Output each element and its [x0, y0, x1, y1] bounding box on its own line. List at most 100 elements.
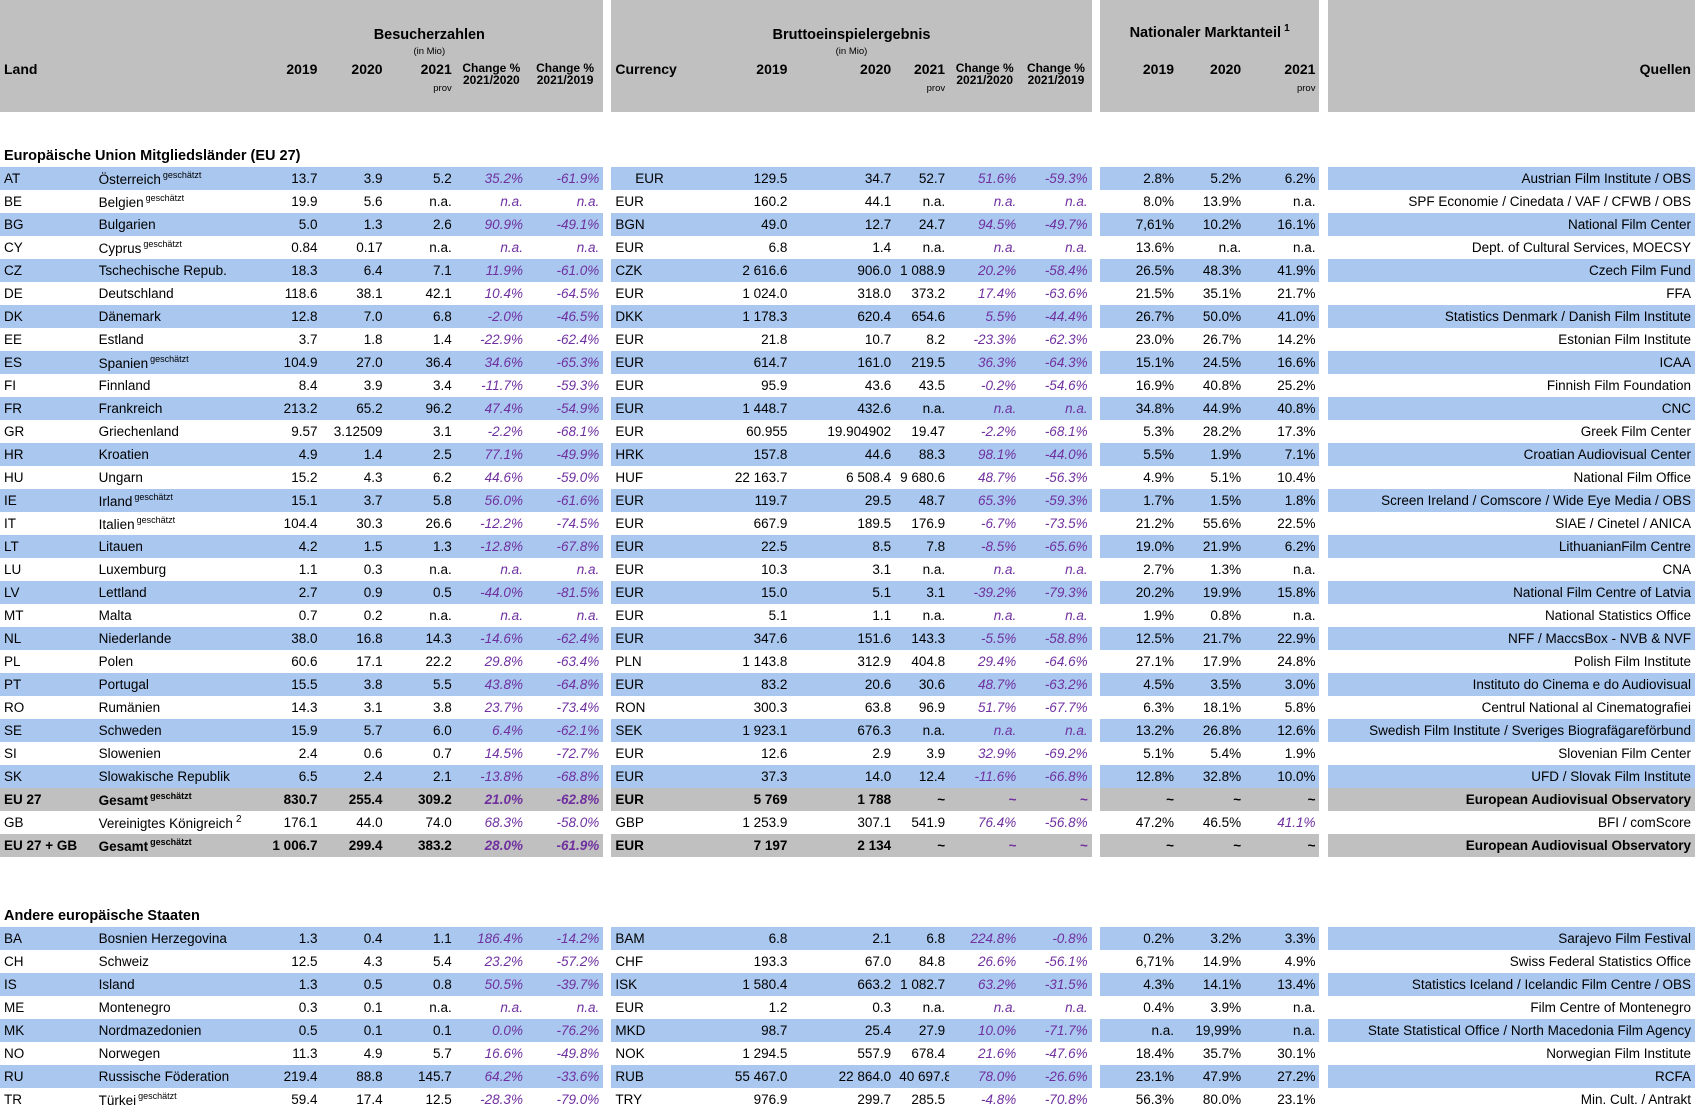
- admissions-change-2021-2019: -59.3%: [526, 374, 604, 397]
- admissions-2019: 3.7: [255, 328, 322, 351]
- admissions-change-2021-2019: -46.5%: [526, 305, 604, 328]
- gross-change-2021-2020: 94.5%: [949, 213, 1021, 236]
- admissions-change-2021-2020: n.a.: [455, 190, 527, 213]
- gross-2019: 7 197: [687, 834, 792, 857]
- admissions-change-2021-2020: n.a.: [455, 996, 527, 1019]
- country-name-cell: Bulgarien: [94, 213, 256, 236]
- admissions-2019: 118.6: [255, 282, 322, 305]
- gross-change-2021-2020: n.a.: [949, 558, 1021, 581]
- header-markt-2019: 2019: [1099, 56, 1179, 112]
- admissions-change-2021-2019: n.a.: [526, 558, 604, 581]
- eu-total-rows: EU 27 Gesamt geschätzt 830.7 255.4 309.2 21.0%…: [0, 788, 1695, 857]
- market-share-2021: 24.8%: [1245, 650, 1320, 673]
- country-code: SK: [0, 765, 95, 788]
- gross-change-2021-2020: -23.3%: [949, 328, 1021, 351]
- country-name-cell: Bosnien Herzegovina: [94, 927, 256, 950]
- country-name-cell: Griechenland: [94, 420, 256, 443]
- admissions-change-2021-2019: -58.0%: [526, 811, 604, 834]
- table-row: RO Rumänien 14.3 3.1 3.8 23.7% -73.4% RON 300.3 6…: [0, 696, 1695, 719]
- gross-2020: 299.7: [791, 1088, 896, 1111]
- country-code: SE: [0, 719, 95, 742]
- country-name: Griechenland: [98, 423, 179, 439]
- table-row: IS Island 1.3 0.5 0.8 50.5% -39.7% ISK 1 580.4 66…: [0, 973, 1695, 996]
- section-other-row: Andere europäische Staaten: [0, 893, 1695, 927]
- source: Norwegian Film Institute: [1327, 1042, 1695, 1065]
- admissions-change-2021-2019: -65.3%: [526, 351, 604, 374]
- market-share-2021: 21.7%: [1245, 282, 1320, 305]
- admissions-change-2021-2020: -22.9%: [455, 328, 527, 351]
- admissions-change-2021-2020: 16.6%: [455, 1042, 527, 1065]
- market-share-2021: 7.1%: [1245, 443, 1320, 466]
- source: Min. Cult. / Antrakt: [1327, 1088, 1695, 1111]
- admissions-change-2021-2019: -14.2%: [526, 927, 604, 950]
- total-row: EU 27 Gesamt geschätzt 830.7 255.4 309.2 21.0%…: [0, 788, 1695, 811]
- admissions-change-2021-2020: 11.9%: [455, 259, 527, 282]
- estimated-note: geschätzt: [150, 353, 189, 364]
- admissions-change-2021-2020: -14.6%: [455, 627, 527, 650]
- table-row: NL Niederlande 38.0 16.8 14.3 -14.6% -62.4% EUR…: [0, 627, 1695, 650]
- admissions-2021: 145.7: [386, 1065, 456, 1088]
- market-share-2019: n.a.: [1099, 1019, 1179, 1042]
- gross-change-2021-2020: 10.0%: [949, 1019, 1021, 1042]
- admissions-change-2021-2019: n.a.: [526, 604, 604, 627]
- country-name-cell: Finnland: [94, 374, 256, 397]
- admissions-2019: 18.3: [255, 259, 322, 282]
- currency: EUR: [611, 673, 688, 696]
- gross-change-2021-2019: -59.3%: [1020, 489, 1092, 512]
- gross-change-2021-2019: -65.6%: [1020, 535, 1092, 558]
- currency: EUR: [611, 489, 688, 512]
- admissions-2021: 26.6: [386, 512, 456, 535]
- gross-change-2021-2019: -64.6%: [1020, 650, 1092, 673]
- gross-2021: 143.3: [895, 627, 950, 650]
- country-name: Nordmazedonien: [98, 1022, 202, 1038]
- gross-2019: 300.3: [687, 696, 792, 719]
- market-share-2019: 4.3%: [1099, 973, 1179, 996]
- currency: CZK: [611, 259, 688, 282]
- header-markt-2021: 2021 prov: [1245, 56, 1320, 112]
- source: UFD / Slovak Film Institute: [1327, 765, 1695, 788]
- currency: ISK: [611, 973, 688, 996]
- admissions-2019: 19.9: [255, 190, 322, 213]
- gross-change-2021-2019: -56.3%: [1020, 466, 1092, 489]
- source: Finnish Film Foundation: [1327, 374, 1695, 397]
- gross-2021: 654.6: [895, 305, 950, 328]
- gross-2019: 1 143.8: [687, 650, 792, 673]
- gross-2019: 1 923.1: [687, 719, 792, 742]
- admissions-2019: 104.9: [255, 351, 322, 374]
- country-name: Ungarn: [98, 469, 143, 485]
- country-name-cell: Montenegro: [94, 996, 256, 1019]
- admissions-2020: 17.4: [321, 1088, 387, 1111]
- admissions-change-2021-2019: -39.7%: [526, 973, 604, 996]
- gross-2019: 12.6: [687, 742, 792, 765]
- estimated-note: geschätzt: [150, 790, 192, 801]
- header-markt-2020: 2020: [1178, 56, 1246, 112]
- admissions-2019: 0.84: [255, 236, 322, 259]
- header-besucher-change-2021-2019: Change % 2021/2019: [526, 56, 604, 112]
- currency: PLN: [611, 650, 688, 673]
- gross-2021: 404.8: [895, 650, 950, 673]
- market-share-2019: 13.6%: [1099, 236, 1179, 259]
- besucher-subtitle: (in Mio): [413, 45, 446, 56]
- admissions-2019: 38.0: [255, 627, 322, 650]
- source: Swedish Film Institute / Sveriges Biogra…: [1327, 719, 1695, 742]
- gross-change-2021-2020: n.a.: [949, 719, 1021, 742]
- country-code: IE: [0, 489, 95, 512]
- gross-2020: 1 788: [791, 788, 896, 811]
- market-share-2020: 80.0%: [1178, 1088, 1246, 1111]
- country-name-cell: Tschechische Repub.: [94, 259, 256, 282]
- country-name-cell: Deutschland: [94, 282, 256, 305]
- admissions-2019: 0.3: [255, 996, 322, 1019]
- admissions-2019: 5.0: [255, 213, 322, 236]
- gross-2021: 27.9: [895, 1019, 950, 1042]
- country-name-cell: Slowakische Republik: [94, 765, 256, 788]
- table-row: BG Bulgarien 5.0 1.3 2.6 90.9% -49.1% BGN 49.0 12…: [0, 213, 1695, 236]
- gross-2021: 19.47: [895, 420, 950, 443]
- currency: RUB: [611, 1065, 688, 1088]
- gross-2020: 34.7: [791, 167, 896, 190]
- source: Swiss Federal Statistics Office: [1327, 950, 1695, 973]
- admissions-2019: 0.5: [255, 1019, 322, 1042]
- market-share-2020: 3.2%: [1178, 927, 1246, 950]
- table-row: LV Lettland 2.7 0.9 0.5 -44.0% -81.5% EUR 15.0 5.…: [0, 581, 1695, 604]
- market-share-2019: 23.1%: [1099, 1065, 1179, 1088]
- market-share-2020: 14.1%: [1178, 973, 1246, 996]
